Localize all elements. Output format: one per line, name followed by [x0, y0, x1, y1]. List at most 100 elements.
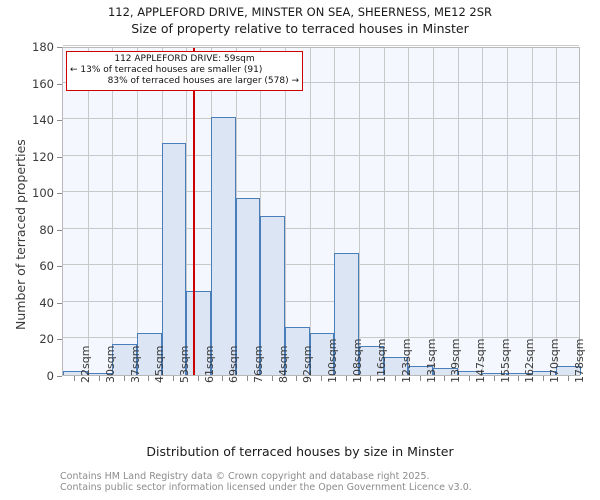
- histogram-bar: [162, 142, 186, 375]
- x-axis-tick-label: 170sqm: [548, 338, 561, 383]
- x-axis-tick: [444, 376, 445, 381]
- histogram-bar: [285, 327, 310, 375]
- x-axis-tick-label: 162sqm: [523, 338, 536, 383]
- gridline-vertical: [507, 48, 508, 375]
- y-axis-tick-label: 80: [39, 222, 54, 237]
- x-axis-tick: [518, 376, 519, 381]
- x-axis-tick-label: 76sqm: [252, 345, 265, 383]
- x-axis-tick: [568, 376, 569, 381]
- gridline-vertical: [384, 48, 385, 375]
- histogram-bar: [507, 373, 532, 375]
- x-axis-tick: [74, 376, 75, 381]
- x-axis-tick: [99, 376, 100, 381]
- gridline-vertical: [186, 48, 187, 375]
- x-axis-tick: [173, 376, 174, 381]
- chart-header: 112, APPLEFORD DRIVE, MINSTER ON SEA, SH…: [0, 4, 600, 37]
- histogram-bar: [211, 117, 236, 375]
- histogram-bar: [482, 373, 507, 375]
- x-axis-tick-label: 92sqm: [301, 345, 314, 383]
- histogram-bar: [334, 252, 359, 375]
- gridline-horizontal: [63, 118, 579, 120]
- histogram-bar: [260, 215, 285, 375]
- y-axis-tick-label: 140: [32, 113, 54, 128]
- plot-area: [62, 45, 581, 376]
- footer-line-2: Contains public sector information licen…: [60, 482, 472, 493]
- x-axis-tick: [272, 376, 273, 381]
- x-axis-tick: [321, 376, 322, 381]
- y-axis-tick: [57, 47, 62, 48]
- y-axis-tick: [57, 229, 62, 231]
- x-axis-tick: [420, 376, 421, 381]
- x-axis-tick-label: 69sqm: [227, 345, 240, 383]
- property-marker-line: [193, 48, 195, 375]
- gridline-horizontal: [63, 264, 579, 266]
- y-axis-tick-label: 60: [39, 259, 54, 274]
- gridline-vertical: [260, 48, 261, 375]
- gridline-vertical: [112, 48, 113, 375]
- gridline-vertical: [556, 48, 557, 375]
- annotation-title: 112 APPLEFORD DRIVE: 59sqm: [114, 54, 255, 64]
- x-axis-tick-label: 37sqm: [129, 345, 142, 383]
- histogram-bar: [112, 343, 137, 375]
- x-axis-tick-label: 84sqm: [277, 345, 290, 383]
- gridline-horizontal: [63, 300, 579, 302]
- x-axis-tick: [494, 376, 495, 381]
- histogram-bar: [458, 371, 482, 375]
- y-axis-tick-label: 40: [39, 295, 54, 310]
- x-axis-tick: [370, 376, 371, 381]
- x-axis-tick-label: 147sqm: [474, 338, 487, 383]
- gridline-vertical: [88, 48, 89, 375]
- gridline-horizontal: [63, 154, 579, 156]
- x-axis-tick-label: 108sqm: [351, 338, 364, 383]
- histogram-bar: [310, 332, 334, 375]
- y-axis-tick-label: 20: [39, 332, 54, 347]
- x-axis-tick: [543, 376, 544, 381]
- y-axis-tick: [57, 83, 62, 85]
- x-axis-tick: [296, 376, 297, 381]
- gridline-vertical: [359, 48, 360, 375]
- x-axis-tick-label: 45sqm: [153, 345, 166, 383]
- histogram-bar: [186, 290, 211, 375]
- gridline-vertical: [310, 48, 311, 375]
- gridline-vertical: [285, 48, 286, 375]
- x-axis-tick-label: 123sqm: [400, 338, 413, 383]
- histogram-bar: [359, 345, 384, 375]
- y-axis-tick: [57, 302, 62, 304]
- histogram-bar: [384, 356, 408, 375]
- gridline-vertical: [458, 48, 459, 375]
- histogram-bar: [433, 367, 458, 375]
- x-axis-tick: [148, 376, 149, 381]
- page-title: 112, APPLEFORD DRIVE, MINSTER ON SEA, SH…: [107, 5, 493, 19]
- histogram-bar: [532, 371, 556, 375]
- gridline-vertical: [137, 48, 138, 375]
- y-axis-tick-label: 100: [32, 186, 54, 201]
- histogram-bar: [236, 197, 260, 375]
- x-axis-tick-label: 22sqm: [79, 345, 92, 383]
- x-axis-tick: [222, 376, 223, 381]
- y-axis-tick: [57, 156, 62, 158]
- x-axis-tick: [395, 376, 396, 381]
- gridline-vertical: [482, 48, 483, 375]
- annotation-smaller: ← 13% of terraced houses are smaller (91…: [70, 65, 263, 75]
- histogram-bar: [63, 371, 88, 375]
- y-axis-tick-label: 0: [46, 369, 54, 383]
- y-axis-tick-label: 120: [32, 149, 54, 164]
- y-axis-tick: [57, 266, 62, 268]
- gridline-vertical: [433, 48, 434, 375]
- histogram-bar: [88, 373, 112, 375]
- gridline-vertical: [532, 48, 533, 375]
- x-axis-tick-label: 30sqm: [104, 345, 117, 383]
- footer: Contains HM Land Registry data © Crown c…: [60, 471, 580, 493]
- chart-subtitle: Size of property relative to terraced ho…: [131, 21, 469, 36]
- gridline-vertical: [334, 48, 335, 375]
- gridline-horizontal: [63, 81, 579, 83]
- x-axis-tick-label: 139sqm: [449, 338, 462, 383]
- bars-layer: [63, 48, 581, 375]
- x-axis-tick-label: 53sqm: [178, 345, 191, 383]
- x-axis-tick: [198, 376, 199, 381]
- x-axis-tick-label: 131sqm: [425, 338, 438, 383]
- x-axis-tick: [346, 376, 347, 381]
- x-axis-tick: [124, 376, 125, 381]
- gridline-horizontal: [63, 227, 579, 229]
